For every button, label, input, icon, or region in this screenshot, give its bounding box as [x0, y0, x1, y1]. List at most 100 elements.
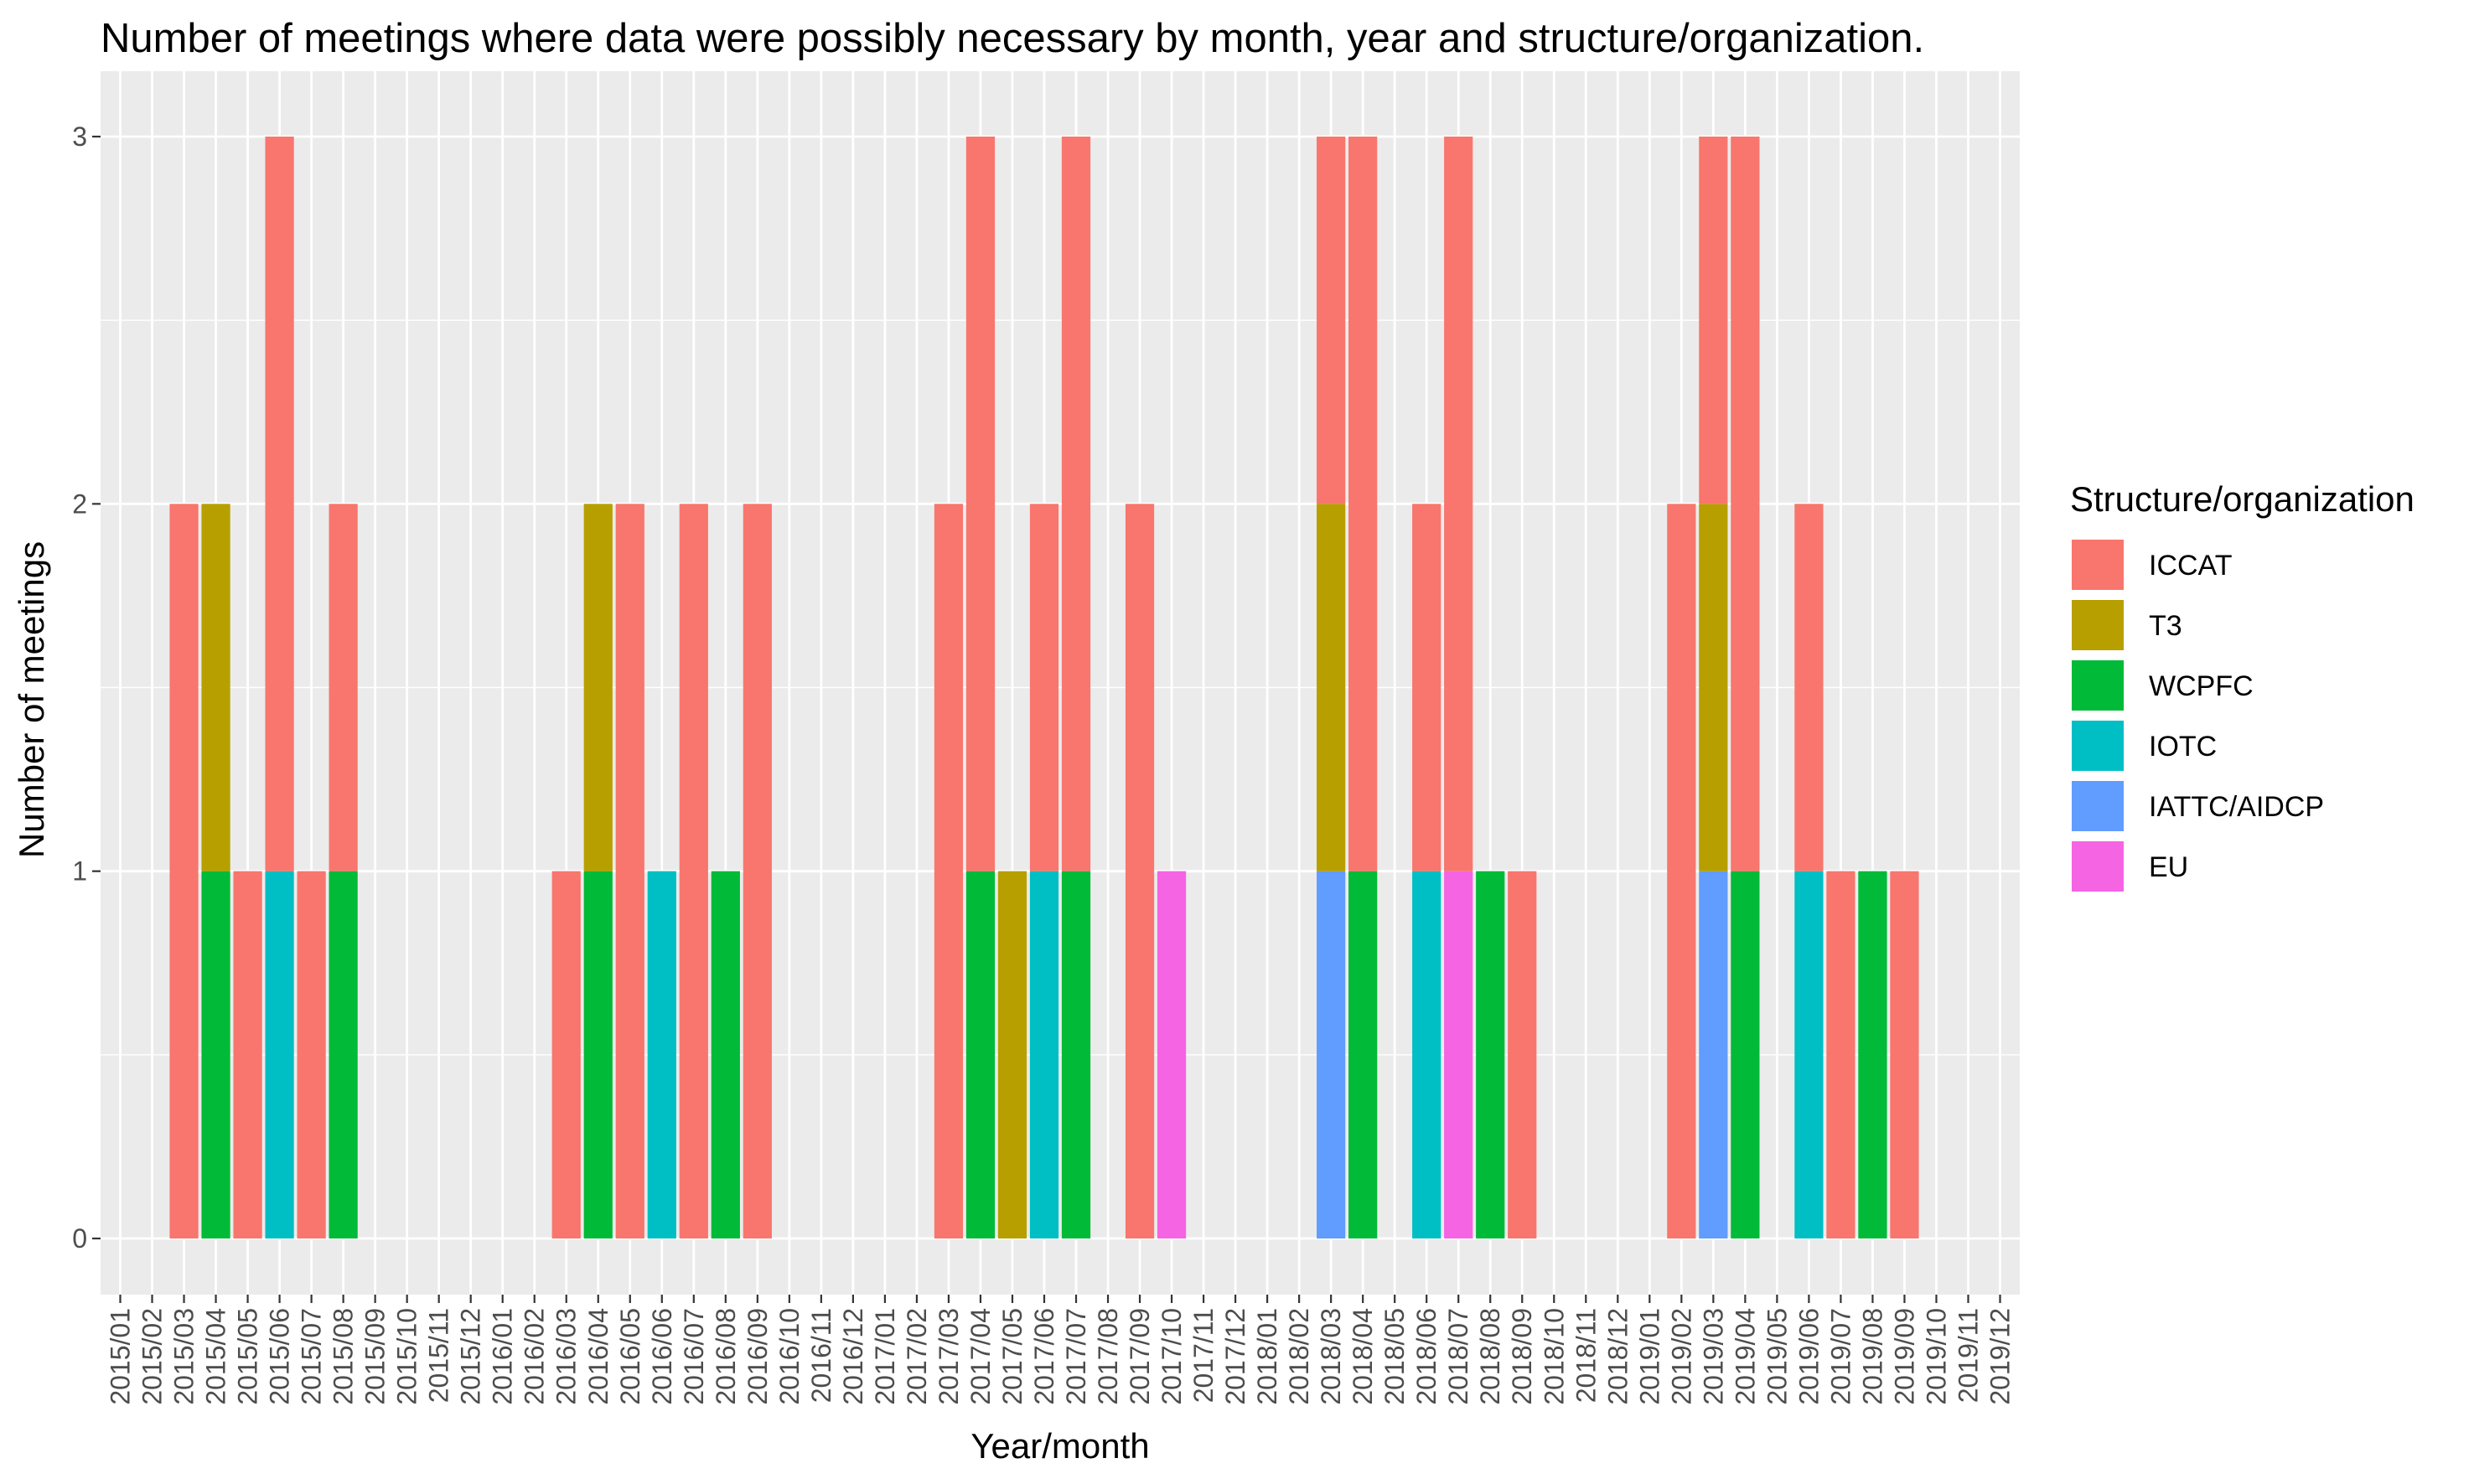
x-tick-label: 2019/07	[1825, 1308, 1856, 1405]
bar-iotc-2017-06	[1029, 871, 1059, 1238]
bar-wcpfc-2015-04	[201, 871, 230, 1238]
x-tick-label: 2019/09	[1889, 1308, 1919, 1405]
x-tick-label: 2019/06	[1793, 1308, 1824, 1405]
x-tick-label: 2016/05	[615, 1308, 645, 1405]
bar-iccat-2015-03	[169, 504, 199, 1238]
x-tick-label: 2016/12	[838, 1308, 868, 1405]
x-tick-label: 2019/11	[1953, 1308, 1983, 1403]
bar-iotc-2018-06	[1412, 871, 1441, 1238]
x-tick-label: 2017/04	[965, 1308, 996, 1405]
bar-iccat-2018-03	[1317, 137, 1346, 504]
legend-key-wcpfc	[2072, 660, 2124, 711]
bar-eu-2018-07	[1444, 871, 1473, 1238]
y-axis: 0 1 2 3	[72, 122, 101, 1254]
bar-iccat-2018-09	[1508, 871, 1537, 1238]
x-tick-label: 2015/11	[424, 1308, 454, 1403]
x-tick-label: 2017/10	[1157, 1308, 1187, 1405]
bar-iccat-2017-06	[1029, 504, 1059, 871]
x-tick-label: 2019/02	[1666, 1308, 1696, 1405]
x-tick-label: 2016/03	[551, 1308, 582, 1405]
x-tick-label: 2017/12	[1220, 1308, 1250, 1405]
bar-wcpfc-2017-04	[965, 871, 996, 1238]
x-tick-label: 2016/08	[711, 1308, 741, 1405]
x-tick-label: 2015/05	[233, 1308, 263, 1405]
x-axis: 2015/01 2015/02 2015/03 2015/04 2015/05 2015/…	[106, 1295, 2016, 1405]
x-tick-label: 2017/06	[1029, 1308, 1059, 1405]
bar-iotc-2015-06	[265, 871, 294, 1238]
x-tick-label: 2018/05	[1379, 1308, 1410, 1405]
x-tick-label: 2019/05	[1762, 1308, 1792, 1405]
bar-iccat-2015-05	[233, 871, 262, 1238]
legend-label: EU	[2149, 851, 2188, 883]
bar-wcpfc-2019-04	[1731, 871, 1760, 1238]
bar-wcpfc-2019-08	[1858, 871, 1887, 1238]
x-tick-label: 2015/08	[329, 1308, 359, 1405]
x-tick-label: 2019/04	[1730, 1308, 1760, 1405]
bar-iccat-2018-04	[1348, 137, 1378, 871]
bar-iccat-2018-06	[1412, 504, 1441, 871]
bar-iccat-2019-03	[1699, 137, 1728, 504]
x-tick-label: 2016/10	[774, 1308, 805, 1405]
legend-label: IATTC/AIDCP	[2149, 791, 2324, 823]
x-tick-label: 2018/10	[1539, 1308, 1569, 1405]
legend-label: T3	[2149, 610, 2182, 642]
legend-title: Structure/organization	[2070, 479, 2414, 519]
legend-key-t3	[2072, 600, 2124, 650]
bar-iccat-2016-07	[679, 504, 708, 1238]
x-tick-label: 2016/04	[583, 1308, 613, 1405]
x-tick-label: 2015/09	[360, 1308, 391, 1405]
y-tick-label: 1	[72, 856, 87, 887]
bar-iccat-2019-09	[1890, 871, 1919, 1238]
bar-iccat-2019-02	[1667, 504, 1696, 1238]
bar-iccat-2015-06	[265, 137, 294, 871]
x-tick-label: 2017/05	[997, 1308, 1027, 1405]
bar-wcpfc-2016-04	[583, 871, 613, 1238]
bar-iattc-aidcp-2019-03	[1699, 871, 1728, 1238]
bar-wcpfc-2018-04	[1348, 871, 1378, 1238]
x-tick-label: 2016/02	[520, 1308, 550, 1405]
x-tick-label: 2016/09	[743, 1308, 773, 1405]
y-tick-label: 0	[72, 1223, 87, 1254]
x-axis-title: Year/month	[970, 1426, 1149, 1466]
bar-iccat-2015-07	[297, 871, 326, 1238]
x-tick-label: 2018/01	[1252, 1308, 1282, 1405]
x-tick-label: 2019/08	[1857, 1308, 1887, 1405]
x-tick-label: 2017/02	[902, 1308, 932, 1405]
bar-iccat-2015-08	[329, 504, 358, 871]
x-tick-label: 2015/02	[137, 1308, 168, 1405]
y-tick-label: 2	[72, 489, 87, 519]
x-tick-label: 2016/06	[647, 1308, 677, 1405]
y-tick-label: 3	[72, 122, 87, 152]
x-tick-label: 2018/09	[1507, 1308, 1537, 1405]
x-tick-label: 2018/11	[1571, 1308, 1601, 1403]
bar-t3-2018-03	[1317, 504, 1346, 871]
x-tick-label: 2018/08	[1475, 1308, 1505, 1405]
bar-iccat-2019-06	[1794, 504, 1824, 871]
x-tick-label: 2016/01	[488, 1308, 518, 1405]
legend: Structure/organization ICCAT T3 WCPFC IOTC I…	[2070, 479, 2414, 892]
bar-iotc-2016-06	[647, 871, 676, 1238]
x-tick-label: 2016/07	[679, 1308, 709, 1405]
x-tick-label: 2015/04	[201, 1308, 231, 1405]
x-tick-label: 2016/11	[806, 1308, 836, 1403]
chart-title: Number of meetings where data were possi…	[101, 16, 1924, 61]
bar-iccat-2018-07	[1444, 137, 1473, 871]
x-tick-label: 2017/09	[1125, 1308, 1155, 1405]
bar-iccat-2019-07	[1826, 871, 1856, 1238]
bar-iccat-2017-07	[1061, 137, 1091, 871]
x-tick-label: 2019/12	[1985, 1308, 2016, 1405]
bar-iccat-2016-05	[615, 504, 644, 1238]
x-tick-label: 2018/06	[1411, 1308, 1441, 1405]
x-tick-label: 2015/06	[265, 1308, 295, 1405]
bar-iccat-2016-03	[551, 871, 581, 1238]
bar-wcpfc-2018-08	[1476, 871, 1505, 1238]
x-tick-label: 2017/11	[1188, 1308, 1219, 1403]
legend-label: ICCAT	[2149, 550, 2232, 582]
x-tick-label: 2015/03	[169, 1308, 199, 1405]
bar-iccat-2017-04	[965, 137, 996, 871]
legend-label: WCPFC	[2149, 670, 2254, 702]
bar-wcpfc-2015-08	[329, 871, 358, 1238]
bar-iccat-2016-09	[743, 504, 772, 1238]
x-tick-label: 2018/02	[1284, 1308, 1314, 1405]
